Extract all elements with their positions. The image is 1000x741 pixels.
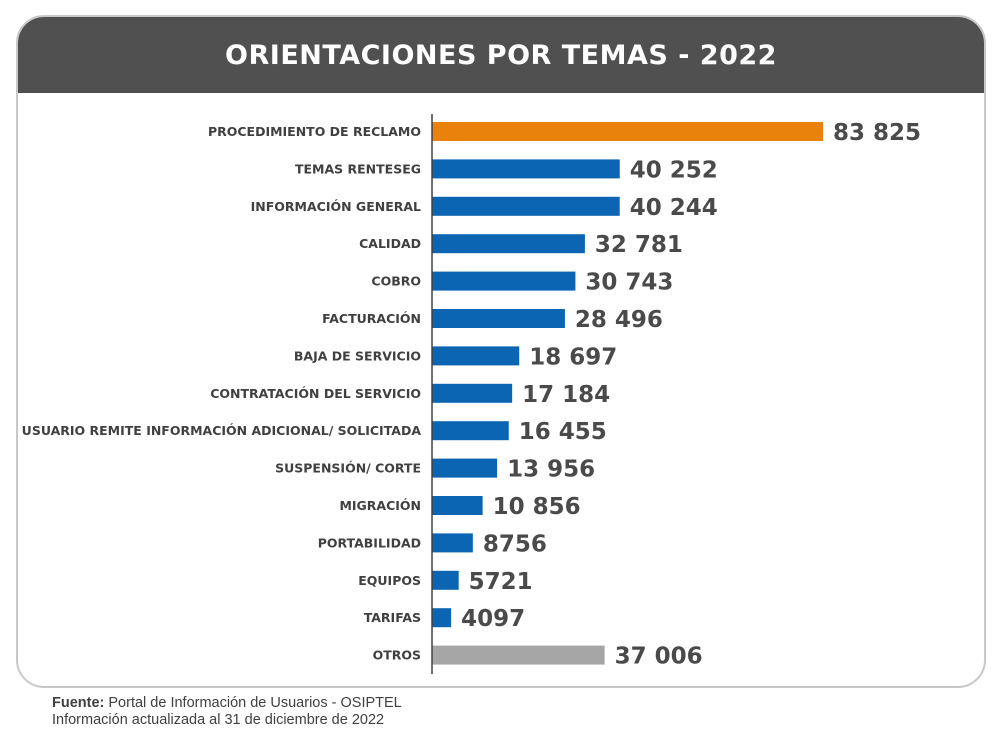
- value-label: 4097: [461, 606, 525, 632]
- value-label: 37 006: [615, 644, 703, 670]
- bar: [432, 383, 513, 403]
- bar: [432, 309, 565, 328]
- footer: Fuente: Portal de Información de Usuario…: [52, 695, 402, 729]
- source-line: Fuente: Portal de Información de Usuario…: [52, 695, 402, 712]
- bar: [432, 570, 459, 590]
- bar: [432, 421, 509, 441]
- value-label: 83 825: [833, 120, 921, 146]
- chart-header: ORIENTACIONES POR TEMAS - 2022: [18, 17, 984, 93]
- category-label: OTROS: [373, 648, 421, 663]
- bar: [432, 122, 823, 141]
- bar: [432, 271, 576, 291]
- bar: [432, 645, 605, 665]
- category-label: CONTRATACIÓN DEL SERVICIO: [210, 386, 421, 401]
- chart-title: ORIENTACIONES POR TEMAS - 2022: [225, 39, 777, 71]
- source-label: Fuente:: [52, 695, 105, 711]
- value-label: 10 856: [493, 494, 581, 520]
- category-label: PROCEDIMIENTO DE RECLAMO: [208, 124, 421, 139]
- bar: [432, 346, 520, 366]
- value-label: 17 184: [522, 382, 610, 408]
- bars-group: PROCEDIMIENTO DE RECLAMO 83 825 TEMAS RENT…: [22, 120, 921, 670]
- bar: [432, 608, 452, 628]
- bar: [432, 159, 620, 179]
- category-label: CALIDAD: [359, 236, 421, 251]
- bar: [432, 496, 483, 515]
- value-label: 28 496: [575, 307, 663, 333]
- category-label: PORTABILIDAD: [318, 535, 421, 550]
- value-label: 5721: [469, 569, 533, 595]
- category-label: COBRO: [371, 274, 421, 289]
- bar: [432, 196, 620, 216]
- category-label: MIGRACIÓN: [339, 498, 421, 513]
- value-label: 32 781: [595, 232, 683, 258]
- bar: [432, 533, 473, 553]
- bar: [432, 458, 498, 478]
- value-label: 30 743: [585, 270, 673, 296]
- category-label: EQUIPOS: [358, 573, 421, 588]
- update-line: Información actualizada al 31 de diciemb…: [52, 712, 385, 728]
- category-label: SUSPENSIÓN/ CORTE: [275, 461, 421, 476]
- category-label: BAJA DE SERVICIO: [294, 348, 421, 363]
- category-label: TEMAS RENTESEG: [295, 161, 421, 176]
- value-label: 40 252: [630, 157, 718, 183]
- category-label: INFORMACIÓN GENERAL: [251, 199, 421, 214]
- value-label: 16 455: [519, 419, 607, 445]
- value-label: 8756: [483, 531, 547, 557]
- category-label: USUARIO REMITE INFORMACIÓN ADICIONAL/ SO…: [22, 423, 422, 438]
- value-label: 40 244: [630, 195, 718, 221]
- value-label: 13 956: [507, 457, 595, 483]
- value-label: 18 697: [529, 344, 617, 370]
- source-text: Portal de Información de Usuarios - OSIP…: [108, 695, 402, 711]
- bar: [432, 234, 585, 254]
- category-label: TARIFAS: [364, 610, 421, 625]
- category-label: FACTURACIÓN: [322, 311, 421, 326]
